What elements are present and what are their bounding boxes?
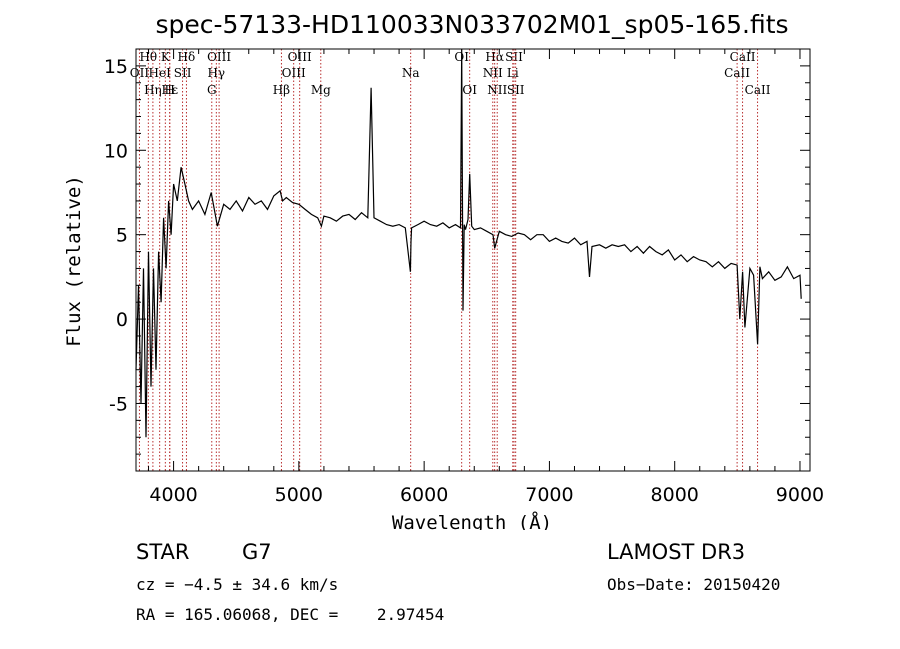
object-subclass: G7 bbox=[242, 540, 272, 564]
line-label-10: Hγ bbox=[207, 66, 225, 80]
x-tick-label-4: 8000 bbox=[651, 484, 699, 506]
spectrum-series bbox=[135, 48, 802, 438]
axis-ticks: 4000 5000 6000 7000 8000 9000 -5 0 5 10 15 bbox=[104, 48, 824, 506]
line-label-7: H bbox=[164, 83, 174, 97]
coordinates: RA = 165.06068, DEC = 2.97454 bbox=[136, 605, 445, 624]
line-label-21: NII bbox=[487, 83, 507, 97]
object-class: STAR bbox=[136, 540, 190, 564]
observation-date: Obs−Date: 20150420 bbox=[607, 575, 781, 594]
y-tick-label-1: 0 bbox=[116, 309, 128, 331]
line-label-20: NII bbox=[483, 66, 503, 80]
line-label-4: HeI bbox=[149, 66, 172, 80]
redshift-cz: cz = −4.5 ± 34.6 km/s bbox=[136, 575, 339, 594]
x-axis-label: Wavelength (Å) bbox=[392, 511, 552, 530]
line-label-9: OIII bbox=[207, 50, 231, 64]
line-label-6: Hε bbox=[161, 83, 178, 97]
spectrum-line bbox=[135, 48, 802, 438]
y-tick-label-2: 5 bbox=[116, 225, 128, 247]
line-label-13: OIII bbox=[288, 50, 312, 64]
line-label-19: Hα bbox=[485, 50, 504, 64]
line-label-16: Na bbox=[402, 66, 420, 80]
line-label-1: OII bbox=[130, 66, 150, 80]
x-tick-label-5: 9000 bbox=[776, 484, 824, 506]
line-label-25: CaII bbox=[730, 50, 756, 64]
chart-title: spec-57133-HD110033N033702M01_sp05-165.f… bbox=[155, 10, 788, 39]
line-label-22: SII bbox=[505, 50, 523, 64]
line-label-27: CaII bbox=[745, 83, 771, 97]
line-label-5: SII bbox=[174, 66, 192, 80]
y-axis-label: Flux (relative) bbox=[63, 175, 85, 347]
line-label-15: Mg bbox=[311, 83, 331, 97]
x-tick-label-1: 5000 bbox=[275, 484, 323, 506]
spectrum-chart: spec-57133-HD110033N033702M01_sp05-165.f… bbox=[63, 10, 824, 530]
x-tick-label-2: 6000 bbox=[400, 484, 448, 506]
y-tick-label-0: -5 bbox=[109, 393, 128, 415]
line-label-8: Hδ bbox=[178, 50, 196, 64]
y-tick-label-3: 10 bbox=[104, 140, 128, 162]
line-label-23: Li bbox=[507, 66, 519, 80]
x-tick-label-3: 7000 bbox=[525, 484, 573, 506]
plot-frame bbox=[135, 48, 811, 472]
line-label-3: K bbox=[161, 50, 171, 64]
line-label-2: Hη bbox=[144, 83, 162, 97]
y-tick-label-4: 15 bbox=[104, 56, 128, 78]
survey-name: LAMOST DR3 bbox=[607, 540, 746, 564]
x-tick-label-0: 4000 bbox=[149, 484, 197, 506]
line-label-26: CaII bbox=[724, 66, 750, 80]
line-label-11: G bbox=[207, 83, 217, 97]
line-label-24: SII bbox=[507, 83, 525, 97]
line-label-12: Hβ bbox=[273, 83, 290, 97]
line-label-14: OIII bbox=[282, 66, 306, 80]
line-label-18: OI bbox=[462, 83, 477, 97]
